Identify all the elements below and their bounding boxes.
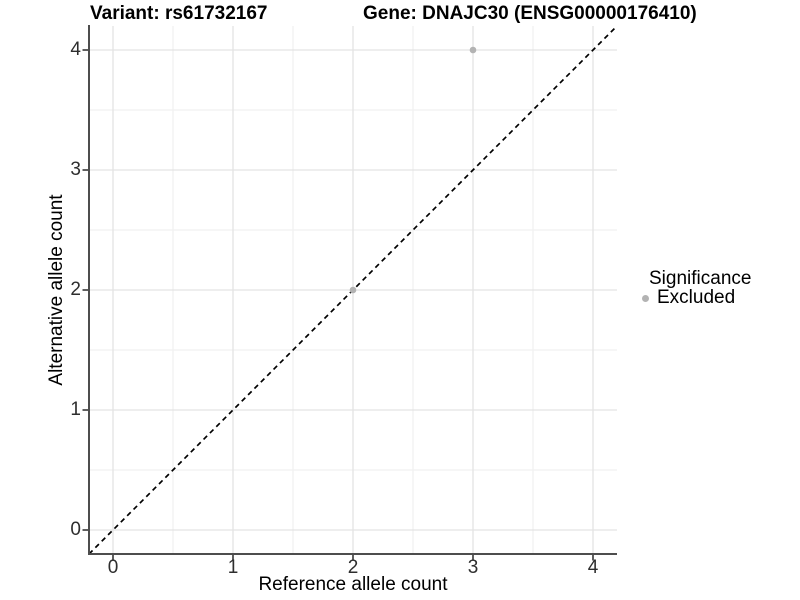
y-tick-label: 2 (70, 279, 81, 300)
variant-title: Variant: rs61732167 (90, 3, 268, 24)
y-tick-label: 1 (70, 399, 81, 420)
y-tick-label: 0 (70, 519, 81, 540)
legend-item-excluded: Excluded (642, 287, 735, 309)
x-tick-label: 1 (227, 557, 239, 578)
x-tick-label: 0 (107, 557, 119, 578)
excluded-point-icon (642, 294, 649, 302)
x-tick-label: 4 (587, 557, 599, 578)
x-axis-title: Reference allele count (258, 574, 448, 595)
y-axis-title: Alternative allele count (46, 194, 67, 386)
y-tick-label: 3 (70, 159, 81, 180)
legend-item-label: Excluded (657, 287, 736, 308)
data-point (469, 46, 477, 54)
gene-title: Gene: DNAJC30 (ENSG00000176410) (363, 3, 697, 24)
legend-title: Significance (649, 268, 752, 289)
x-tick-label: 2 (347, 557, 359, 578)
x-tick-label: 3 (467, 557, 479, 578)
y-tick-label: 4 (70, 39, 81, 60)
data-point (349, 286, 357, 294)
